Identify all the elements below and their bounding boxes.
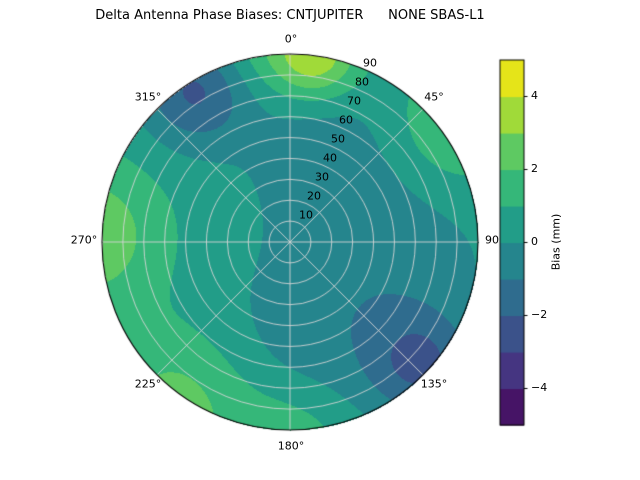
colorbar-tick-2: 2 <box>531 162 538 175</box>
theta-tick-315: 315° <box>134 90 162 104</box>
theta-tick-0: 0° <box>284 32 298 46</box>
theta-tick-45: 45° <box>424 90 444 104</box>
chart-title: Delta Antenna Phase Biases: CNTJUPITER N… <box>95 8 485 23</box>
colorbar-tick--4: −4 <box>531 381 548 394</box>
theta-tick-225: 225° <box>134 377 162 391</box>
theta-tick-180: 180° <box>277 439 305 453</box>
theta-tick-270: 270° <box>70 233 98 247</box>
theta-tick-90: 90 <box>485 233 499 247</box>
colorbar-tick-0: 0 <box>531 235 538 248</box>
r-tick-10: 10 <box>299 208 313 222</box>
r-tick-50: 50 <box>331 132 345 146</box>
colorbar-tick-4: 4 <box>531 89 538 102</box>
r-tick-40: 40 <box>323 151 337 165</box>
r-tick-60: 60 <box>339 113 353 127</box>
colorbar-tick--2: −2 <box>531 308 548 321</box>
r-tick-30: 30 <box>315 170 329 184</box>
r-tick-80: 80 <box>355 75 369 89</box>
r-tick-90: 90 <box>363 56 377 70</box>
r-tick-70: 70 <box>347 94 361 108</box>
r-tick-20: 20 <box>307 189 321 203</box>
colorbar-axis-label: Bias (mm) <box>549 213 563 271</box>
theta-tick-135: 135° <box>420 377 448 391</box>
